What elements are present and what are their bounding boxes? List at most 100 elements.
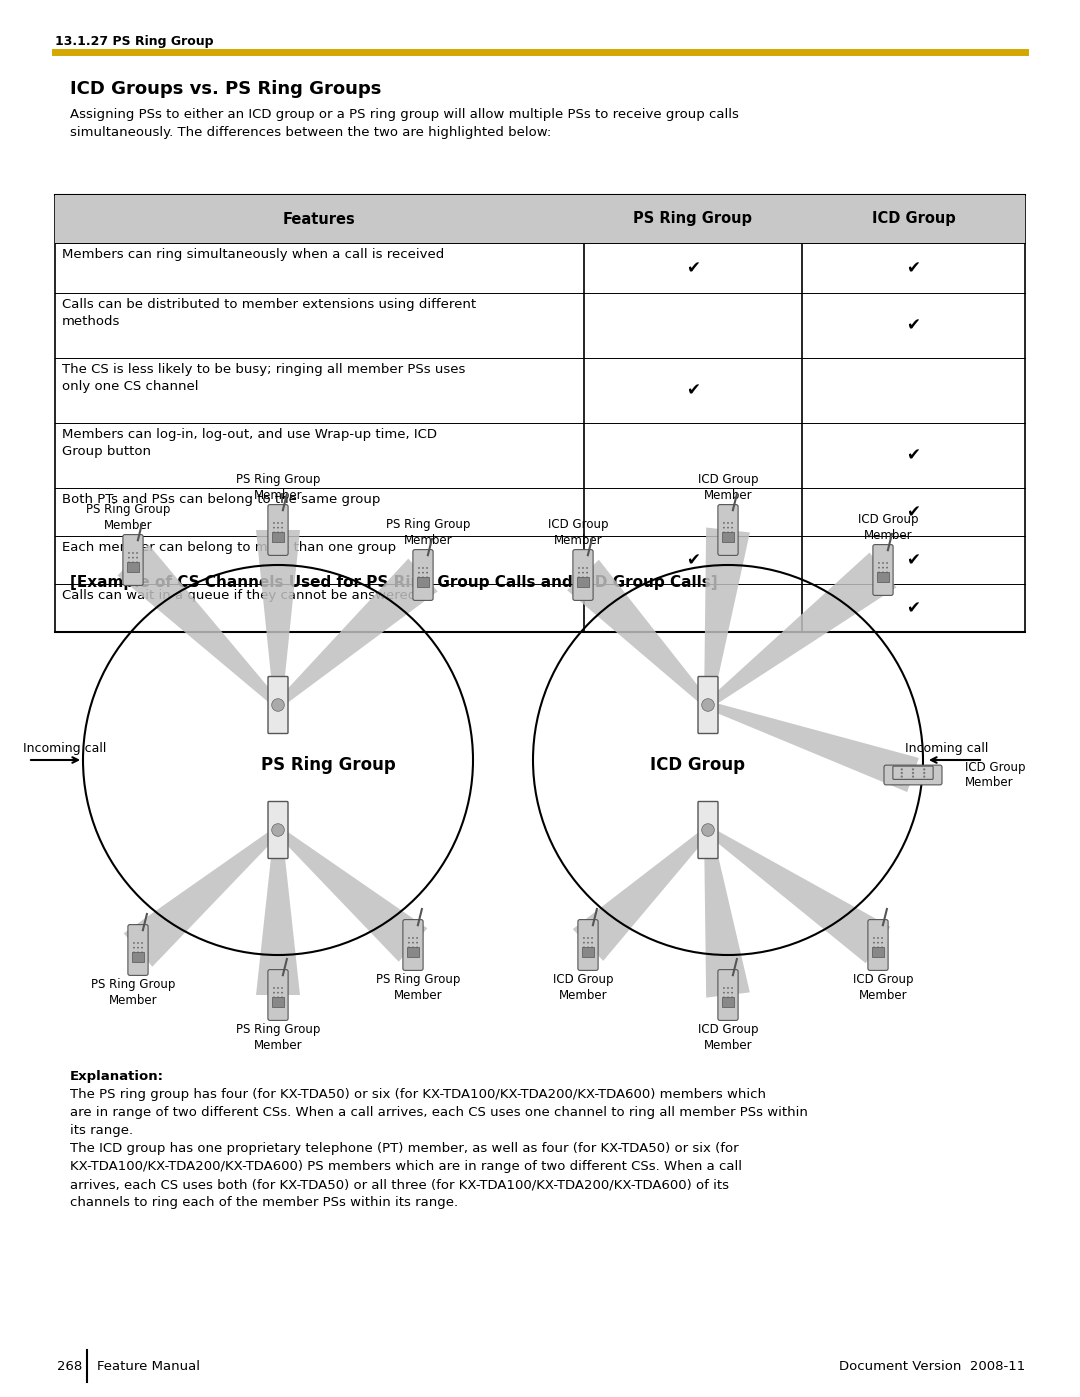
Circle shape [881,937,883,939]
Circle shape [278,522,279,524]
FancyBboxPatch shape [873,545,893,595]
Circle shape [702,698,714,711]
Circle shape [588,942,589,943]
Bar [133,953,144,961]
Circle shape [136,552,138,553]
Text: PS Ring Group
Member: PS Ring Group Member [91,978,175,1007]
Text: Explanation:: Explanation: [70,1070,164,1083]
Circle shape [278,988,279,989]
Circle shape [731,992,733,993]
Circle shape [881,942,883,943]
Text: ICD Group
Member: ICD Group Member [553,972,613,1002]
Polygon shape [275,559,437,708]
Circle shape [273,531,274,534]
Circle shape [727,988,729,989]
Circle shape [281,992,283,993]
FancyBboxPatch shape [885,766,942,785]
Circle shape [578,567,580,569]
Circle shape [591,942,593,943]
Circle shape [591,946,593,949]
Circle shape [727,522,729,524]
Circle shape [141,951,143,953]
Circle shape [923,773,926,774]
Circle shape [418,571,420,574]
Text: ✔: ✔ [906,550,920,569]
Text: ICD Group: ICD Group [650,756,745,774]
Circle shape [422,567,423,569]
FancyBboxPatch shape [268,970,288,1020]
Circle shape [281,988,283,989]
Circle shape [901,775,903,778]
Circle shape [923,768,926,771]
Circle shape [137,951,139,953]
Circle shape [413,946,414,949]
Text: Incoming call: Incoming call [23,742,106,754]
Bar [272,997,284,1007]
Circle shape [887,571,888,573]
Circle shape [578,577,580,578]
Bar [723,997,733,1007]
Circle shape [278,527,279,528]
Text: PS Ring Group: PS Ring Group [633,211,753,226]
Circle shape [583,937,585,939]
Text: Incoming call: Incoming call [905,742,988,754]
Bar [417,577,429,587]
Circle shape [136,557,138,559]
Polygon shape [118,545,281,708]
Text: Features: Features [283,211,355,226]
Circle shape [272,824,284,837]
Circle shape [408,946,409,949]
Text: The CS is less likely to be busy; ringing all member PSs uses
only one CS channe: The CS is less likely to be busy; ringin… [62,363,465,393]
FancyBboxPatch shape [268,504,288,556]
Bar [578,577,589,587]
Text: ICD Group
Member: ICD Group Member [966,760,1026,789]
Text: PS Ring Group
Member: PS Ring Group Member [235,1023,320,1052]
Text: 268: 268 [57,1359,82,1372]
Circle shape [912,773,914,774]
FancyBboxPatch shape [123,535,143,585]
Circle shape [416,946,418,949]
Text: ICD Group
Member: ICD Group Member [858,513,918,542]
Circle shape [133,942,135,944]
Circle shape [882,567,883,569]
FancyBboxPatch shape [718,970,738,1020]
Circle shape [878,571,880,573]
Bar [272,532,284,542]
Circle shape [408,937,409,939]
Circle shape [878,562,880,564]
Circle shape [141,942,143,944]
Circle shape [281,996,283,999]
Circle shape [731,531,733,534]
Text: ICD Group
Member: ICD Group Member [698,1023,758,1052]
Polygon shape [704,528,750,705]
Circle shape [731,522,733,524]
Text: PS Ring Group
Member: PS Ring Group Member [376,972,460,1002]
Circle shape [582,571,584,574]
Circle shape [877,942,879,943]
Circle shape [413,937,414,939]
Text: [Example of CS Channels Used for PS Ring Group Calls and ICD Group Calls]: [Example of CS Channels Used for PS Ring… [70,576,717,590]
Circle shape [912,775,914,778]
FancyBboxPatch shape [127,925,148,975]
FancyBboxPatch shape [868,919,888,971]
Text: Members can ring simultaneously when a call is received: Members can ring simultaneously when a c… [62,249,444,261]
Polygon shape [705,827,890,963]
Circle shape [877,937,879,939]
Circle shape [141,947,143,949]
FancyBboxPatch shape [578,919,598,971]
Circle shape [873,946,875,949]
Circle shape [723,522,725,524]
Circle shape [723,527,725,528]
Circle shape [887,567,888,569]
Circle shape [137,942,139,944]
Circle shape [278,992,279,993]
Circle shape [873,937,875,939]
Circle shape [583,942,585,943]
Circle shape [912,768,914,771]
Circle shape [873,942,875,943]
Circle shape [727,527,729,528]
Circle shape [137,947,139,949]
Bar [582,947,594,957]
FancyBboxPatch shape [698,802,718,859]
Circle shape [281,522,283,524]
